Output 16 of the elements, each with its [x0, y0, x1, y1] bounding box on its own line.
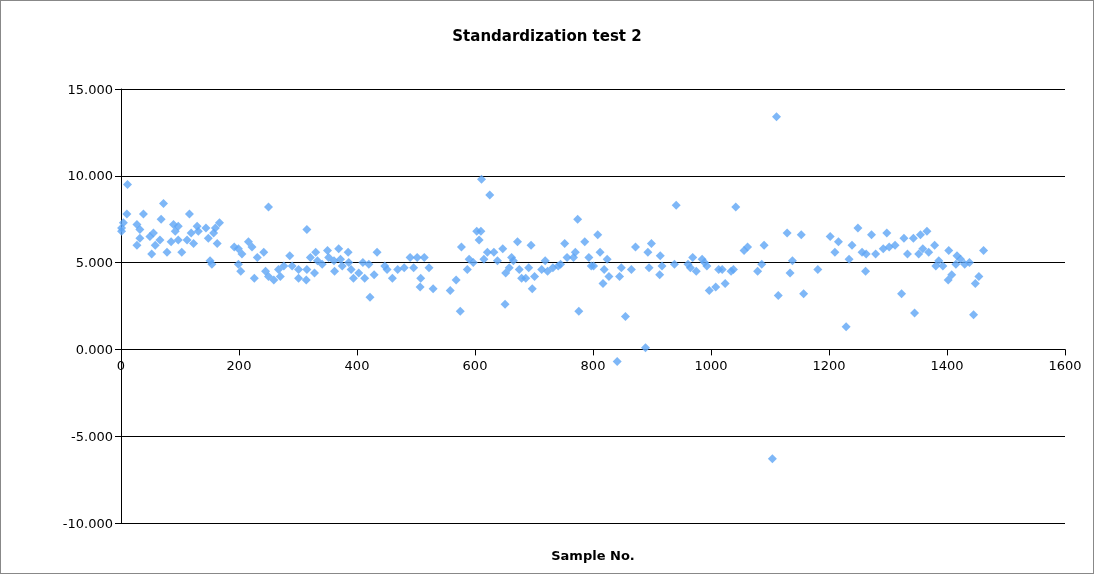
x-tick-label: 1200 — [812, 358, 846, 374]
x-tick-label: 600 — [462, 358, 488, 374]
x-tick-label: 200 — [226, 358, 252, 374]
x-tick-label: 400 — [344, 358, 370, 374]
x-tick-label: 1000 — [694, 358, 728, 374]
chart-title: Standardization test 2 — [452, 26, 642, 45]
y-tick-label: 5.000 — [75, 255, 113, 271]
x-axis-title: Sample No. — [551, 548, 635, 563]
y-tick-label: 15.000 — [67, 81, 113, 97]
y-tick-label: 0.000 — [75, 341, 113, 357]
y-tick-label: 10.000 — [67, 168, 113, 184]
x-tick-label: 800 — [580, 358, 606, 374]
x-tick-label: 1600 — [1048, 358, 1082, 374]
y-tick-label: -10.000 — [62, 515, 113, 531]
y-tick-label: -5.000 — [71, 428, 113, 444]
x-tick-label: 1400 — [930, 358, 964, 374]
